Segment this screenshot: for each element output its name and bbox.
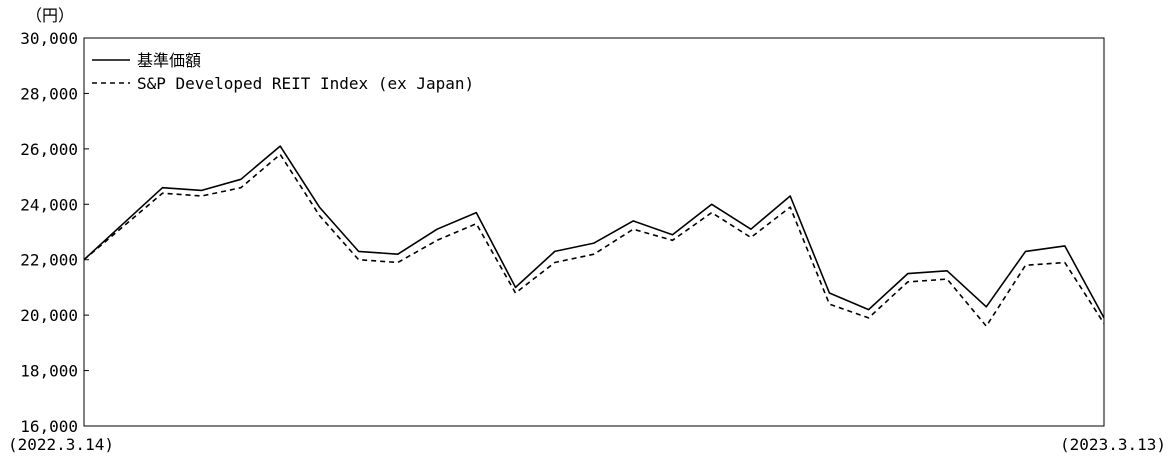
x-axis-end-label: (2023.3.13): [1060, 435, 1166, 454]
y-axis-ticks: 16,000 18,000 20,000 22,000 24,000 26,000 28,0…: [20, 29, 89, 436]
series-line-nav: [83, 145, 1105, 319]
y-tick-label: 24,000: [20, 195, 78, 214]
series-lines: [83, 145, 1105, 328]
y-tick-label: 26,000: [20, 140, 78, 159]
legend-label-reit-index: S&P Developed REIT Index (ex Japan): [137, 74, 474, 93]
y-tick-label: 30,000: [20, 29, 78, 48]
y-tick-label: 16,000: [20, 417, 78, 436]
y-tick-label: 28,000: [20, 84, 78, 103]
series-line-reit-index: [83, 153, 1105, 328]
y-axis-unit-label: （円）: [26, 6, 74, 25]
y-tick-label: 20,000: [20, 306, 78, 325]
legend: 基準価額 S&P Developed REIT Index (ex Japan): [92, 51, 474, 93]
y-tick-label: 22,000: [20, 251, 78, 270]
x-axis-start-label: (2022.3.14): [8, 435, 114, 454]
y-tick-label: 18,000: [20, 362, 78, 381]
legend-label-nav: 基準価額: [137, 51, 201, 70]
plot-area: [83, 37, 1105, 427]
